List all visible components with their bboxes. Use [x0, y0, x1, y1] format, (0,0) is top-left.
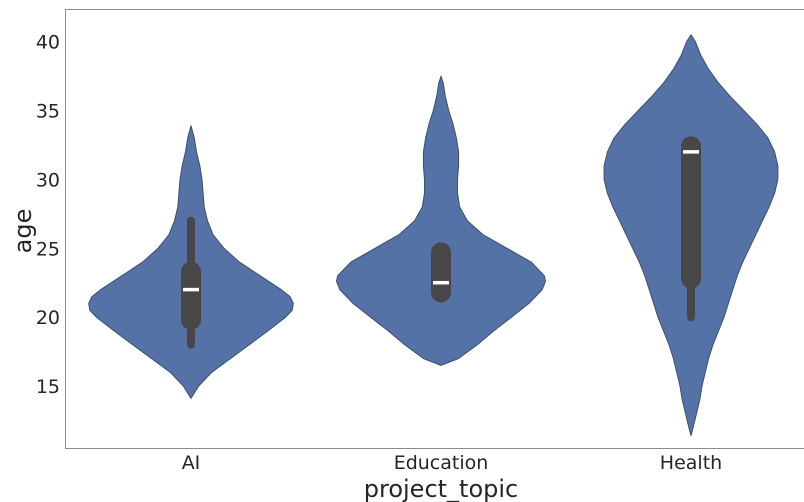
y-tick-label: 20	[36, 307, 60, 329]
y-tick-label: 30	[36, 169, 60, 191]
y-tick-label: 15	[36, 376, 60, 398]
y-tick-labels: 15 20 25 30 35 40	[36, 32, 60, 398]
violins	[88, 34, 779, 437]
x-tick-labels: AI Education Health	[182, 452, 723, 474]
violin-body	[336, 75, 546, 366]
x-axis-title: project_topic	[364, 475, 519, 502]
y-tick-label: 35	[36, 101, 60, 123]
violin-education	[336, 75, 546, 366]
violin-health	[603, 34, 779, 437]
x-tick-label: AI	[182, 452, 201, 474]
x-tick-label: Health	[660, 452, 722, 474]
y-tick-label: 25	[36, 238, 60, 260]
violin-ai	[88, 125, 294, 399]
y-tick-label: 40	[36, 32, 60, 54]
y-axis-title: age	[9, 209, 37, 254]
x-tick-label: Education	[394, 452, 489, 474]
